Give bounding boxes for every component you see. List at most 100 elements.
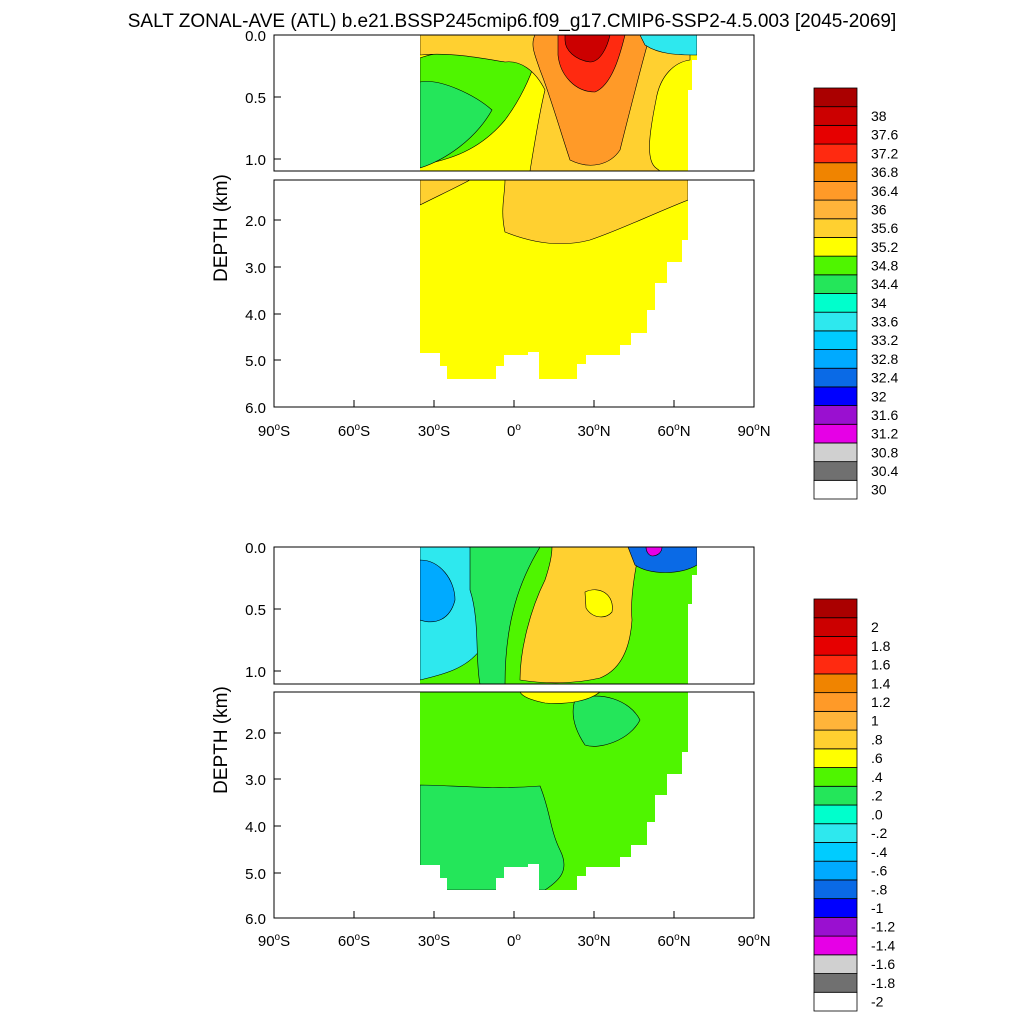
region-dark-red-core — [564, 35, 611, 63]
colorbar-box — [813, 423, 858, 444]
colorbar-box — [813, 729, 858, 750]
colorbar-box — [813, 442, 858, 463]
colorbar-label: .4 — [871, 769, 883, 785]
colorbar-box — [813, 162, 858, 182]
colorbar-label: 1.2 — [871, 694, 891, 710]
x-tick-label: 30oN — [577, 422, 610, 440]
y-tick-label: 3.0 — [245, 260, 266, 277]
panel-model-minus-obs: DEPTH (km) 0.00.51.0 2.03.04.05.06.0 90o… — [211, 540, 895, 1012]
colorbar-box — [813, 823, 858, 843]
colorbar-box — [813, 386, 858, 406]
colorbar-box — [813, 710, 858, 731]
colorbar-label: 35.6 — [871, 220, 898, 236]
x-tick-label: 30oS — [418, 932, 450, 950]
colorbar-label: 1 — [871, 713, 879, 729]
region-dark-green-core — [420, 81, 493, 169]
colorbar-label: 33.2 — [871, 332, 898, 348]
colorbar-label: 30.8 — [871, 444, 898, 460]
y-tick-label: 5.0 — [245, 353, 266, 370]
y-tick-label: 0.5 — [245, 90, 266, 107]
colorbar-label: 1.4 — [871, 675, 891, 691]
colorbar-label: 34.8 — [871, 257, 898, 273]
colorbar-label: -.8 — [871, 881, 888, 897]
x-tick-label: 30oS — [418, 422, 450, 440]
colorbar-box — [813, 124, 858, 145]
colorbar-label: -1 — [871, 900, 884, 916]
colorbar-label: 30.4 — [871, 463, 898, 479]
colorbar-label: -1.8 — [871, 975, 895, 991]
colorbar-label: 33.6 — [871, 314, 898, 330]
colorbar-box — [813, 311, 858, 332]
x-tick-label: 0o — [507, 422, 521, 440]
colorbar-box — [813, 785, 858, 806]
colorbar-label: 32.4 — [871, 370, 898, 386]
region-deep-yellow-strip — [519, 692, 601, 704]
colorbar-box — [813, 405, 858, 425]
y-tick-label: 3.0 — [245, 772, 266, 789]
colorbar-box — [813, 879, 858, 900]
y-axis-label: DEPTH (km) — [211, 686, 232, 794]
colorbar-box — [813, 461, 858, 481]
region-deep-green-lobe-2 — [572, 695, 641, 747]
colorbar-label: 32.8 — [871, 351, 898, 367]
x-tick-label: 30oN — [577, 932, 610, 950]
y-ticks-upper: 0.0 0.5 1.0 — [245, 28, 281, 169]
colorbar-label: .8 — [871, 731, 883, 747]
colorbar-box — [813, 767, 858, 787]
colorbar-box — [813, 479, 858, 500]
y-tick-label: 0.5 — [245, 602, 266, 619]
region-cyan-arctic — [639, 35, 697, 56]
colorbar-label: 36.4 — [871, 183, 898, 199]
figure-title: SALT ZONAL-AVE (ATL) b.e21.BSSP245cmip6.… — [128, 11, 897, 32]
colorbar-label: 35.2 — [871, 239, 898, 255]
lower-field — [420, 180, 688, 379]
colorbar-label: -1.2 — [871, 919, 895, 935]
colorbar-box — [813, 860, 858, 881]
x-tick-label: 90oS — [258, 422, 290, 440]
y-tick-label: 0.0 — [245, 540, 266, 557]
colorbar-box — [813, 916, 858, 937]
y-ticks-lower: 2.0 3.0 4.0 5.0 6.0 — [245, 213, 281, 417]
colorbar-box — [813, 255, 858, 276]
y-tick-label: 1.0 — [245, 152, 266, 169]
colorbar-label: -1.6 — [871, 956, 895, 972]
colorbar-label: 30 — [871, 482, 887, 498]
colorbar-label: 34.4 — [871, 276, 898, 292]
y-tick-label: 6.0 — [245, 400, 266, 417]
colorbar-label: 31.6 — [871, 407, 898, 423]
colorbar-label: 1.8 — [871, 638, 891, 654]
plot-frame-upper — [273, 546, 755, 685]
upper-field — [420, 547, 697, 684]
colorbar-box — [813, 973, 858, 993]
x-tick-label: 60oS — [338, 422, 370, 440]
colorbar: 30 30.4 30.8 31.2 31.6 32 32.4 32.8 33.2 33.6 34 34… — [813, 87, 898, 500]
colorbar-box — [813, 237, 858, 257]
colorbar-box — [813, 293, 858, 313]
colorbar-box — [813, 199, 858, 220]
region-deep-green-lobe — [420, 784, 565, 890]
y-tick-label: 0.0 — [245, 28, 266, 45]
y-tick-label: 4.0 — [245, 307, 266, 324]
colorbar-label: 37.6 — [871, 127, 898, 143]
colorbar-label: .0 — [871, 806, 883, 822]
colorbar-box — [813, 954, 858, 974]
x-tick-label: 90oS — [258, 932, 290, 950]
y-tick-label: 2.0 — [245, 726, 266, 743]
x-tick-label: 60oS — [338, 932, 370, 950]
region-yellow-patch — [584, 589, 613, 618]
y-tick-label: 4.0 — [245, 819, 266, 836]
colorbar-box — [813, 218, 858, 238]
colorbar-label: -.4 — [871, 844, 888, 860]
colorbar-box — [813, 274, 858, 294]
colorbar-label: .6 — [871, 750, 883, 766]
colorbar-box — [813, 654, 858, 675]
colorbar-box — [813, 106, 858, 126]
colorbar-box — [813, 87, 858, 108]
y-ticks-upper: 0.0 0.5 1.0 — [245, 540, 281, 681]
colorbar-label: 1.6 — [871, 657, 891, 673]
lower-field — [420, 692, 688, 890]
region-deep-orange-tongue — [502, 180, 688, 244]
x-tick-label: 90oN — [737, 422, 770, 440]
colorbar-box — [813, 367, 858, 388]
